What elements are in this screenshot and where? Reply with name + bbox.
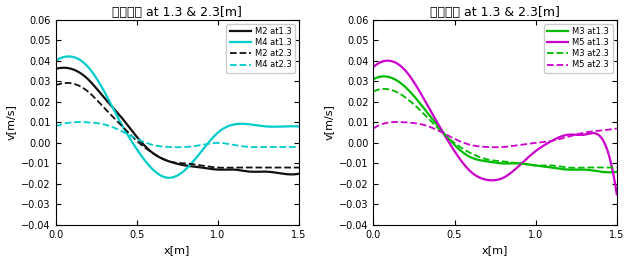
Y-axis label: v[m/s]: v[m/s] (323, 104, 333, 140)
M2 at1.3 (198, 166, 205, 169)
M2 at2.3 (53, 84, 60, 87)
M5 at2.3 (516, 143, 524, 146)
M5 at2.3 (613, 127, 621, 130)
M3 at2.3 (370, 90, 378, 93)
M3 at1.3 (370, 78, 377, 81)
M3 at1.3 (519, 162, 527, 165)
M5 at2.3 (491, 146, 499, 149)
M2 at1.3 (53, 67, 60, 70)
M4 at1.3 (258, 124, 266, 128)
M3 at2.3 (515, 162, 522, 165)
M5 at2.3 (592, 129, 599, 133)
M4 at2.3 (295, 145, 303, 149)
M2 at2.3 (274, 166, 282, 169)
M4 at2.3 (53, 124, 60, 128)
M2 at1.3 (202, 167, 209, 170)
M2 at1.3 (288, 173, 295, 176)
Line: M2 at1.3: M2 at1.3 (55, 68, 299, 174)
M4 at2.3 (258, 146, 266, 149)
X-axis label: x[m]: x[m] (164, 245, 190, 256)
X-axis label: x[m]: x[m] (482, 245, 508, 256)
M3 at2.3 (571, 166, 578, 169)
M3 at2.3 (576, 166, 584, 169)
M4 at2.3 (198, 144, 205, 147)
M5 at1.3 (384, 59, 392, 62)
M3 at1.3 (591, 169, 598, 172)
M2 at2.3 (52, 84, 59, 87)
M2 at1.3 (273, 171, 281, 174)
M2 at2.3 (198, 164, 205, 167)
M5 at2.3 (370, 127, 377, 130)
Line: M2 at2.3: M2 at2.3 (55, 83, 299, 168)
M5 at2.3 (520, 143, 528, 146)
M4 at1.3 (202, 144, 210, 147)
M3 at1.3 (370, 77, 378, 80)
Line: M3 at2.3: M3 at2.3 (374, 89, 617, 168)
M5 at1.3 (576, 133, 583, 137)
M4 at1.3 (274, 125, 282, 128)
M2 at1.3 (197, 166, 204, 169)
M3 at2.3 (592, 166, 599, 169)
M2 at2.3 (202, 164, 209, 168)
M3 at1.3 (605, 171, 613, 174)
M2 at2.3 (197, 164, 204, 167)
M5 at1.3 (370, 65, 377, 68)
M2 at1.3 (295, 172, 303, 175)
M3 at1.3 (515, 162, 522, 165)
M5 at1.3 (591, 132, 598, 135)
M4 at2.3 (202, 143, 210, 146)
M3 at2.3 (519, 162, 527, 165)
M5 at2.3 (370, 126, 378, 129)
M2 at2.3 (220, 166, 228, 169)
M5 at2.3 (576, 132, 584, 135)
Title: 상승속도 at 1.3 & 2.3[m]: 상승속도 at 1.3 & 2.3[m] (430, 5, 560, 19)
Legend: M2 at1.3, M4 at1.3, M2 at2.3, M4 at2.3: M2 at1.3, M4 at1.3, M2 at2.3, M4 at2.3 (226, 24, 295, 73)
M3 at2.3 (370, 90, 377, 93)
M4 at1.3 (198, 149, 206, 152)
Line: M3 at1.3: M3 at1.3 (374, 76, 617, 172)
M4 at2.3 (274, 145, 282, 149)
M3 at2.3 (613, 166, 621, 169)
M5 at1.3 (370, 65, 378, 68)
M4 at1.3 (295, 125, 303, 128)
M2 at2.3 (258, 166, 266, 169)
Title: 상승속도 at 1.3 & 2.3[m]: 상승속도 at 1.3 & 2.3[m] (112, 5, 242, 19)
M2 at2.3 (63, 81, 71, 85)
M2 at1.3 (52, 67, 59, 70)
M4 at1.3 (52, 59, 59, 62)
M4 at1.3 (65, 55, 72, 58)
M4 at2.3 (76, 121, 83, 124)
M3 at1.3 (613, 170, 621, 173)
M4 at1.3 (53, 59, 60, 62)
Line: M5 at1.3: M5 at1.3 (374, 61, 617, 194)
M3 at2.3 (515, 162, 523, 165)
M2 at2.3 (295, 166, 303, 169)
M4 at2.3 (52, 125, 59, 128)
M5 at1.3 (515, 165, 522, 168)
M3 at1.3 (515, 162, 523, 165)
Line: M4 at1.3: M4 at1.3 (55, 56, 299, 178)
M3 at2.3 (380, 87, 387, 90)
Line: M5 at2.3: M5 at2.3 (374, 122, 617, 147)
Legend: M3 at1.3, M5 at1.3, M3 at2.3, M5 at2.3: M3 at1.3, M5 at1.3, M3 at2.3, M5 at2.3 (544, 24, 612, 73)
M4 at1.3 (198, 150, 205, 153)
M4 at1.3 (165, 176, 173, 179)
M2 at1.3 (60, 66, 67, 69)
M4 at2.3 (174, 146, 181, 149)
Y-axis label: v[m/s]: v[m/s] (6, 104, 16, 140)
M5 at1.3 (515, 164, 523, 167)
M2 at1.3 (258, 170, 265, 173)
Line: M4 at2.3: M4 at2.3 (55, 122, 299, 147)
M5 at1.3 (613, 193, 621, 196)
M4 at2.3 (198, 143, 206, 146)
M3 at1.3 (380, 75, 387, 78)
M5 at1.3 (519, 161, 527, 164)
M3 at1.3 (576, 168, 583, 171)
M5 at2.3 (392, 120, 400, 123)
M5 at2.3 (515, 144, 523, 147)
